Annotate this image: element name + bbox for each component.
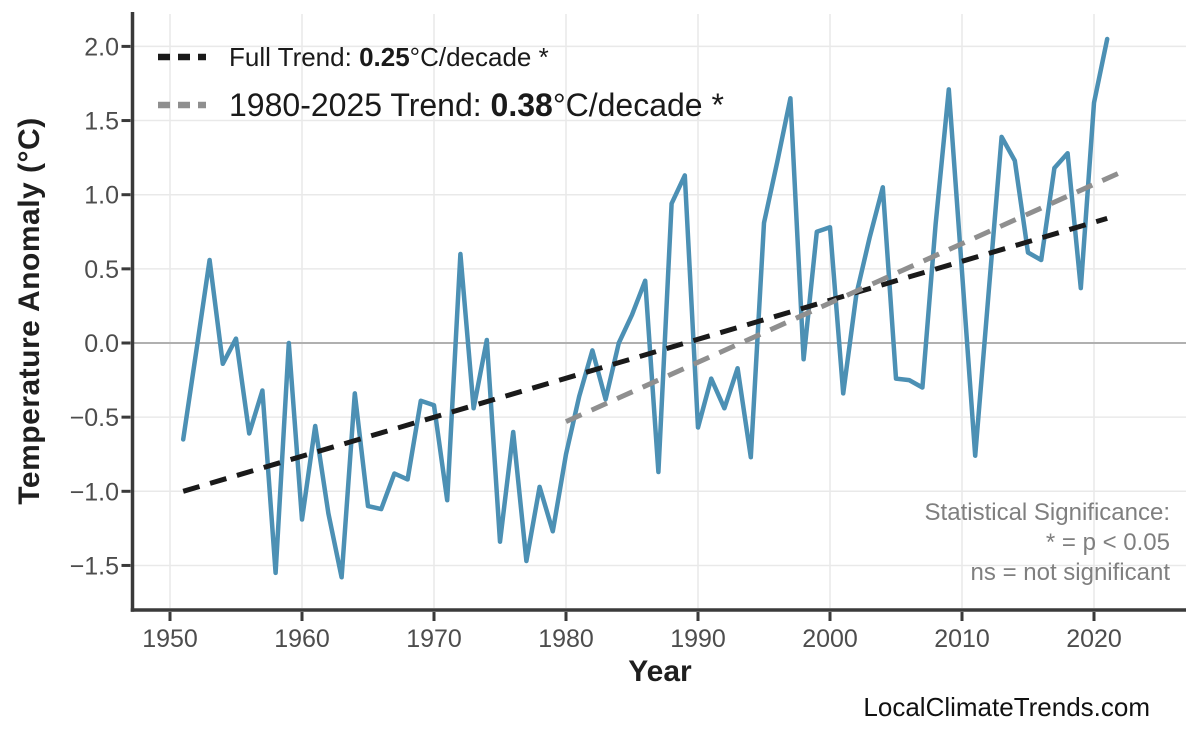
full-trend-label: Full Trend: 0.25°C/decade * <box>229 42 549 73</box>
y-tick-label: 2.0 <box>84 33 119 61</box>
y-tick-label: 0.0 <box>84 330 119 358</box>
trend-1980-2025-line <box>564 167 1129 424</box>
x-tick-label: 2020 <box>1066 625 1122 653</box>
subset-trend-label: 1980-2025 Trend: 0.38°C/decade * <box>229 87 724 124</box>
subset-trend-label-prefix: 1980-2025 Trend: <box>229 86 491 123</box>
subset-trend-label-suffix: °C/decade * <box>552 86 724 123</box>
x-tick-label: 2000 <box>802 625 858 653</box>
x-tick-label: 1990 <box>670 625 726 653</box>
significance-title: Statistical Significance: <box>924 499 1170 526</box>
y-tick-label: 0.5 <box>84 256 119 284</box>
full-trend-dash-icon <box>158 53 206 61</box>
y-tick-label: −0.5 <box>70 404 119 432</box>
legend-item-subset-trend: 1980-2025 Trend: 0.38°C/decade * <box>158 81 724 129</box>
x-tick-label: 1950 <box>142 625 198 653</box>
x-tick-label: 2010 <box>934 625 990 653</box>
full-trend-line <box>182 216 1108 494</box>
full-trend-value: 0.25 <box>359 41 410 72</box>
legend-item-full-trend: Full Trend: 0.25°C/decade * <box>158 33 724 81</box>
full-trend-label-prefix: Full Trend: <box>229 41 360 72</box>
x-tick-label: 1970 <box>406 625 462 653</box>
subset-trend-dash-icon <box>158 101 206 109</box>
y-tick-label: 1.0 <box>84 182 119 210</box>
subset-trend-value: 0.38 <box>490 86 553 123</box>
y-tick-label: −1.0 <box>70 478 119 506</box>
y-tick-label: 1.5 <box>84 108 119 136</box>
significance-line1: * = p < 0.05 <box>1045 529 1170 556</box>
x-axis-title: Year <box>628 655 692 688</box>
watermark: LocalClimateTrends.com <box>863 692 1150 722</box>
y-tick-label: −1.5 <box>70 552 119 580</box>
significance-note: Statistical Significance: * = p < 0.05 n… <box>925 498 1170 588</box>
significance-line2: ns = not significant <box>970 559 1170 586</box>
legend: Full Trend: 0.25°C/decade * 1980-2025 Tr… <box>158 33 724 129</box>
full-trend-label-suffix: °C/decade * <box>409 41 549 72</box>
annual-temperature-anomaly-line <box>180 36 1110 580</box>
y-axis-title: Temperature Anomaly (°C) <box>13 117 46 505</box>
x-tick-label: 1960 <box>274 625 330 653</box>
x-tick-label: 1980 <box>538 625 594 653</box>
